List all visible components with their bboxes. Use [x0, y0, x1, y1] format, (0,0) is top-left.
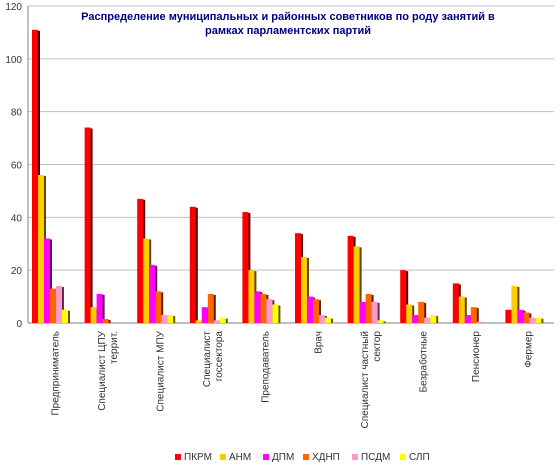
bar: [313, 299, 319, 323]
category-label: Специалист МПУ: [156, 330, 167, 411]
bar: [295, 233, 301, 323]
bar: [319, 315, 325, 323]
category-label: госсектора: [214, 331, 225, 382]
bar: [464, 315, 471, 323]
gridlines: [28, 5, 554, 324]
bar: [517, 309, 524, 323]
category-label: Специалист ЦПУ: [97, 330, 108, 410]
bar: [189, 206, 196, 323]
category-labels: Предприниматель Специалист ЦПУ террит. Спец…: [50, 330, 534, 428]
chart-title-line: Распределение муниципальных и районных с…: [81, 11, 495, 23]
bar: [359, 301, 366, 323]
bar: [161, 315, 168, 323]
bar: [535, 317, 542, 323]
legend-swatch: [352, 454, 358, 460]
bar: [377, 320, 384, 323]
bar: [371, 301, 378, 323]
bar: [325, 317, 331, 323]
bar: [353, 246, 360, 323]
bar: [412, 315, 419, 323]
bar: [505, 309, 512, 323]
bar: [38, 175, 44, 323]
bar: [523, 312, 530, 323]
legend-swatch: [220, 454, 226, 460]
bar: [272, 304, 279, 323]
bar: [301, 256, 307, 323]
bar: [266, 299, 273, 323]
legend-swatch: [400, 454, 406, 460]
y-tick-label: 60: [11, 161, 23, 172]
bars: [32, 29, 544, 324]
category-label: Предприниматель: [50, 331, 61, 416]
bar: [90, 307, 97, 323]
y-tick-label: 100: [5, 55, 22, 66]
bar: [84, 127, 91, 324]
bar: [254, 291, 261, 323]
bar: [102, 319, 109, 323]
category-label: Специалист: [202, 331, 213, 387]
bar: [62, 309, 68, 323]
category-label: Фермер: [524, 331, 535, 368]
legend-label: СЛП: [409, 452, 430, 463]
bar: [260, 293, 267, 323]
bar: [219, 317, 226, 323]
legend-label: ПСДМ: [361, 452, 390, 463]
bar: [96, 293, 103, 323]
legend-swatch: [175, 454, 181, 460]
y-tick-label: 40: [11, 213, 23, 224]
bar: [207, 293, 214, 323]
bar: [242, 212, 249, 323]
bar: [511, 286, 518, 323]
bar: [452, 283, 459, 323]
category-label: Безработные: [418, 331, 430, 393]
bar: [470, 307, 477, 323]
bar: [400, 270, 407, 323]
bar: [248, 270, 255, 323]
bar: [418, 301, 425, 323]
category-label: террит.: [109, 331, 120, 364]
bar: [458, 296, 465, 323]
bar: [44, 238, 50, 323]
y-tick-label: 20: [11, 266, 23, 277]
bar: [155, 291, 162, 323]
bar: [167, 315, 174, 323]
bar: [143, 238, 150, 323]
bar: [195, 320, 202, 323]
category-label: Специалист частный: [360, 331, 371, 429]
legend-label: ХДНП: [312, 452, 340, 463]
bar: [424, 317, 431, 323]
y-tick-label: 80: [11, 108, 23, 119]
legend-label: АНМ: [229, 452, 251, 463]
category-label: Пенсионер: [471, 331, 482, 383]
bar: [529, 317, 536, 323]
y-tick-label: 0: [16, 319, 22, 330]
y-tick-labels: 0 20 40 60 80 100 120: [5, 2, 22, 330]
bar: [430, 315, 437, 323]
bar: [149, 264, 156, 323]
bar: [32, 29, 38, 324]
legend-label: ДПМ: [272, 452, 294, 463]
bar: [365, 293, 372, 323]
category-label: Преподаватель: [261, 331, 272, 403]
bar: [50, 288, 56, 323]
chart-title: Распределение муниципальных и районных с…: [81, 11, 495, 37]
bar: [347, 235, 354, 323]
bar: [56, 286, 62, 323]
legend-label: ПКРМ: [184, 452, 212, 463]
bar: [213, 320, 220, 323]
legend: ПКРМ АНМ ДПМ ХДНП ПСДМ СЛП: [175, 452, 430, 463]
chart-title-line: рамках парламентских партий: [205, 25, 371, 37]
bar: [201, 307, 208, 323]
bar: [307, 296, 313, 323]
legend-swatch: [303, 454, 309, 460]
category-label: сектор: [372, 331, 383, 362]
category-label: Врач: [313, 331, 324, 354]
legend-swatch: [263, 454, 269, 460]
bar: [406, 304, 413, 323]
bar: [137, 198, 144, 323]
bar: [476, 321, 483, 323]
y-tick-label: 120: [5, 2, 22, 13]
